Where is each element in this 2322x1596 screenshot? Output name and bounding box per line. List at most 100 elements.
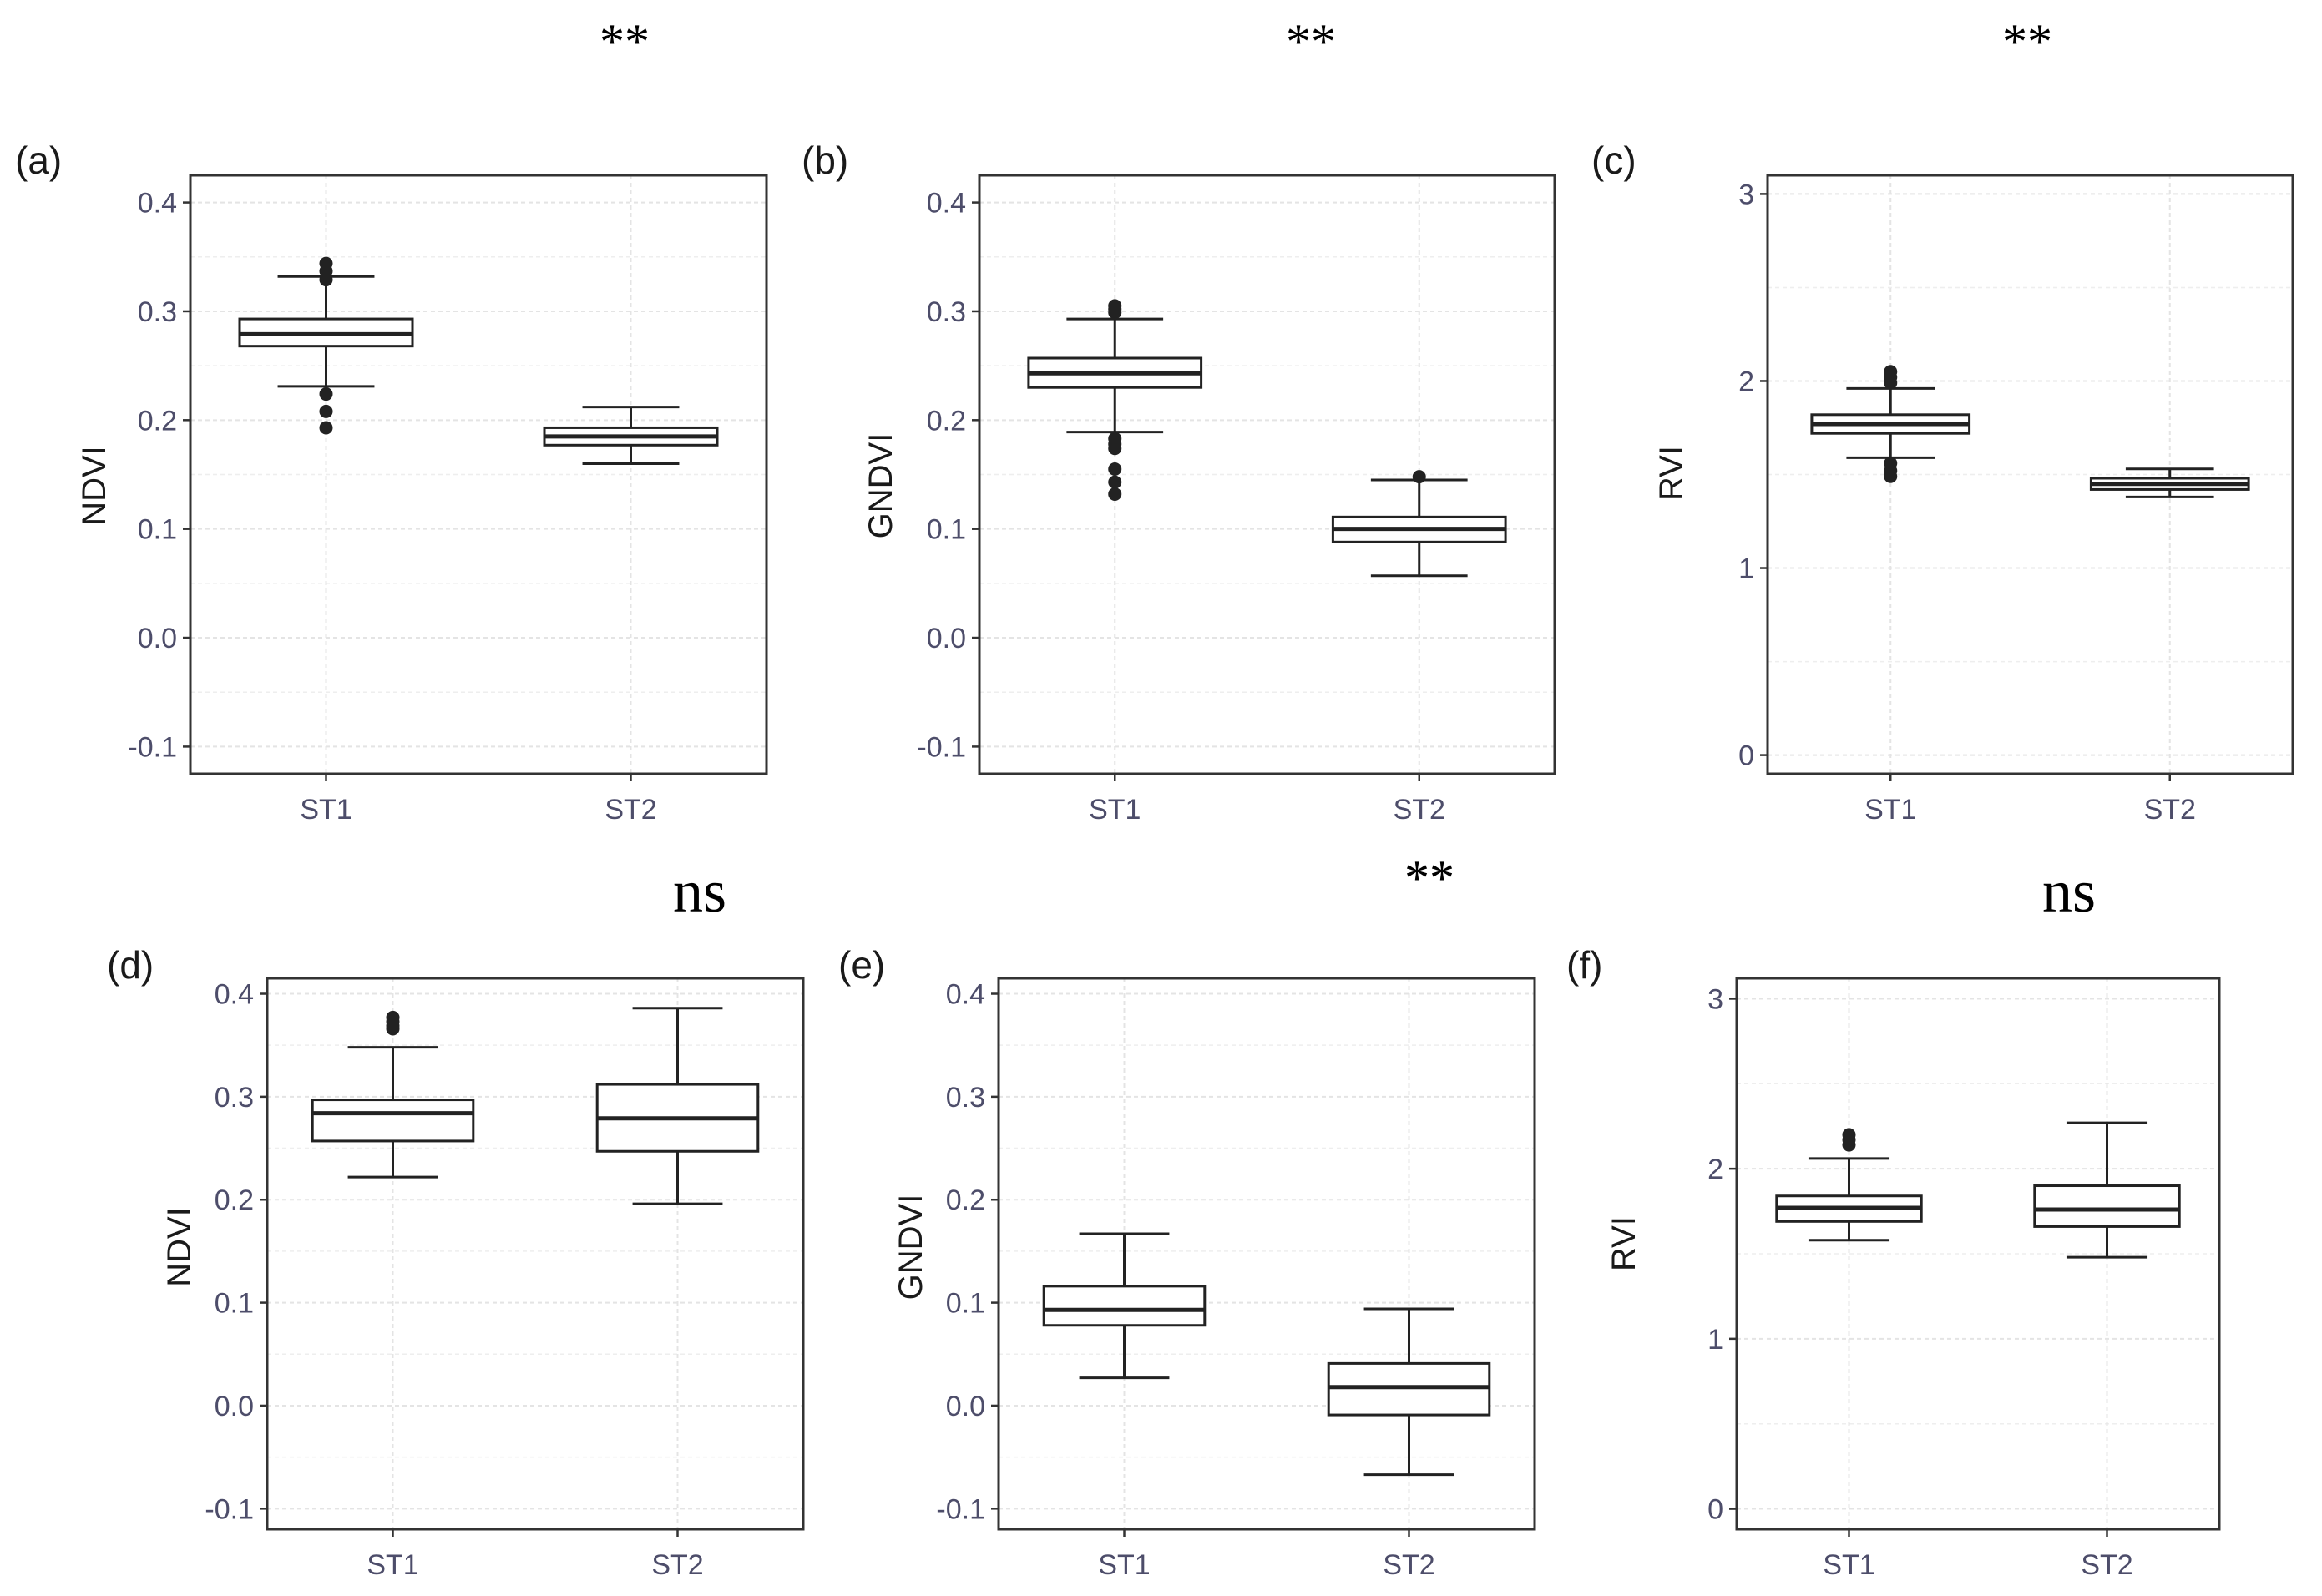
outlier-point	[319, 387, 333, 402]
y-tick-label: 0.4	[927, 188, 966, 220]
panel-label: (a)	[15, 139, 62, 182]
boxplot-st1	[1810, 365, 1971, 483]
y-tick-label: 3	[1738, 179, 1754, 210]
y-tick-label: -0.1	[128, 731, 177, 763]
significance-label: ns	[2042, 858, 2096, 925]
x-tick-label: ST2	[1394, 794, 1445, 826]
y-tick-label: -0.1	[917, 731, 966, 763]
y-axis-title: NDVI	[76, 446, 113, 526]
y-tick-label: 0	[1707, 1494, 1723, 1526]
outlier-point	[1884, 469, 1898, 483]
panel-label: (d)	[107, 943, 154, 987]
x-tick-label: ST2	[2144, 794, 2196, 826]
y-tick-label: 0.2	[927, 405, 966, 437]
iqr-box	[2033, 1184, 2181, 1228]
x-tick-label: ST2	[605, 794, 656, 826]
y-tick-label: 0.3	[946, 1082, 985, 1114]
x-tick-label: ST1	[1823, 1549, 1874, 1581]
y-tick-label: 2	[1707, 1154, 1723, 1185]
y-axis-title: GNDVI	[893, 1194, 929, 1301]
plot-area-a: -0.1 0.0 0.1 0.2 0.3 0.4 ST1 ST2	[128, 174, 768, 826]
y-tick-label: 0.0	[215, 1391, 254, 1422]
y-axis-title: RVI	[1653, 446, 1690, 501]
outlier-point	[1108, 306, 1122, 320]
x-tick-label: ST1	[1864, 794, 1916, 826]
y-axis-title: NDVI	[161, 1207, 198, 1287]
significance-label: **	[599, 14, 650, 69]
x-tick-label: ST1	[367, 1549, 418, 1581]
iqr-box	[311, 1099, 475, 1143]
iqr-box	[1042, 1285, 1207, 1327]
panel-d: ns (d) NDVI -0.1 0.0 0.1 0.2 0.3 0.4 ST1 ST2	[107, 858, 805, 1581]
plot-area-e: -0.1 0.0 0.1 0.2 0.3 0.4 ST1 ST2	[936, 977, 1536, 1581]
y-axis-title: RVI	[1606, 1216, 1642, 1271]
significance-label: **	[1286, 14, 1336, 69]
y-tick-label: 0.3	[927, 296, 966, 328]
outlier-point	[1108, 487, 1122, 501]
panel-c: ** (c) RVI 0 1 2 3 ST1 ST2	[1591, 14, 2294, 826]
y-tick-label: 0.4	[215, 979, 254, 1011]
y-tick-label: 0.3	[138, 296, 177, 328]
plot-frame	[978, 174, 1556, 775]
boxplot-st2	[2033, 1121, 2181, 1259]
boxplot-st1	[1775, 1128, 1923, 1242]
y-tick-label: 0.1	[946, 1288, 985, 1320]
x-tick-label: ST2	[2081, 1549, 2132, 1581]
y-tick-label: 0.1	[927, 514, 966, 546]
boxplot-st1	[311, 1010, 475, 1179]
y-tick-label: 0.0	[946, 1391, 985, 1422]
y-tick-label: 1	[1707, 1324, 1723, 1356]
y-tick-label: 0.4	[946, 979, 985, 1011]
x-tick-label: ST1	[1098, 1549, 1150, 1581]
significance-label: **	[1404, 851, 1454, 906]
boxplot-st2	[2089, 467, 2250, 498]
panel-b: ** (b) GNDVI -0.1 0.0 0.1 0.2 0.3 0.4 ST1 ST2	[802, 14, 1556, 826]
y-tick-label: 0.0	[927, 623, 966, 654]
panel-label: (f)	[1566, 943, 1602, 987]
y-tick-label: 0.3	[215, 1082, 254, 1114]
plot-area-f: 0 1 2 3 ST1 ST2	[1707, 977, 2221, 1581]
y-tick-label: 0.2	[138, 405, 177, 437]
outlier-point	[1108, 442, 1122, 456]
plot-area-c: 0 1 2 3 ST1 ST2	[1738, 174, 2294, 826]
plot-area-b: -0.1 0.0 0.1 0.2 0.3 0.4 ST1 ST2	[917, 174, 1556, 826]
plot-frame	[1766, 174, 2294, 775]
panel-e: ** (e) GNDVI -0.1 0.0 0.1 0.2 0.3 0.4 ST1 ST2	[838, 851, 1536, 1581]
outlier-point	[1108, 475, 1122, 489]
y-tick-label: 2	[1738, 366, 1754, 397]
y-tick-label: 0	[1738, 740, 1754, 772]
y-tick-label: 0.0	[138, 623, 177, 654]
outlier-point	[1108, 462, 1122, 476]
boxplot-st1	[1042, 1232, 1207, 1380]
plot-area-d: -0.1 0.0 0.1 0.2 0.3 0.4 ST1 ST2	[205, 977, 805, 1581]
outlier-point	[1842, 1138, 1856, 1152]
panel-label: (b)	[802, 139, 848, 182]
y-tick-label: 0.2	[215, 1184, 254, 1216]
y-tick-label: -0.1	[205, 1493, 254, 1525]
boxplot-st2	[595, 1007, 760, 1205]
plot-frame	[1735, 977, 2221, 1531]
panel-label: (c)	[1591, 139, 1637, 182]
boxplot-st2	[1331, 470, 1507, 578]
y-tick-label: 0.4	[138, 188, 177, 220]
outlier-point	[319, 404, 333, 418]
boxplot-st1	[238, 256, 414, 435]
plot-frame	[266, 977, 805, 1531]
outlier-point	[319, 421, 333, 435]
panel-f: ns (f) RVI 0 1 2 3 ST1 ST2	[1566, 858, 2221, 1581]
y-tick-label: 3	[1707, 983, 1723, 1015]
x-tick-label: ST2	[1383, 1549, 1434, 1581]
significance-label: ns	[673, 858, 726, 925]
y-tick-label: 1	[1738, 553, 1754, 585]
x-tick-label: ST1	[1089, 794, 1141, 826]
outlier-point	[319, 273, 333, 287]
x-tick-label: ST2	[651, 1549, 703, 1581]
outlier-point	[386, 1022, 400, 1036]
significance-label: **	[2002, 14, 2052, 69]
outlier-point	[1412, 470, 1426, 484]
y-tick-label: 0.2	[946, 1184, 985, 1216]
outlier-point	[1884, 376, 1898, 390]
boxplot-st2	[1327, 1307, 1491, 1477]
boxplot-st2	[543, 406, 719, 465]
